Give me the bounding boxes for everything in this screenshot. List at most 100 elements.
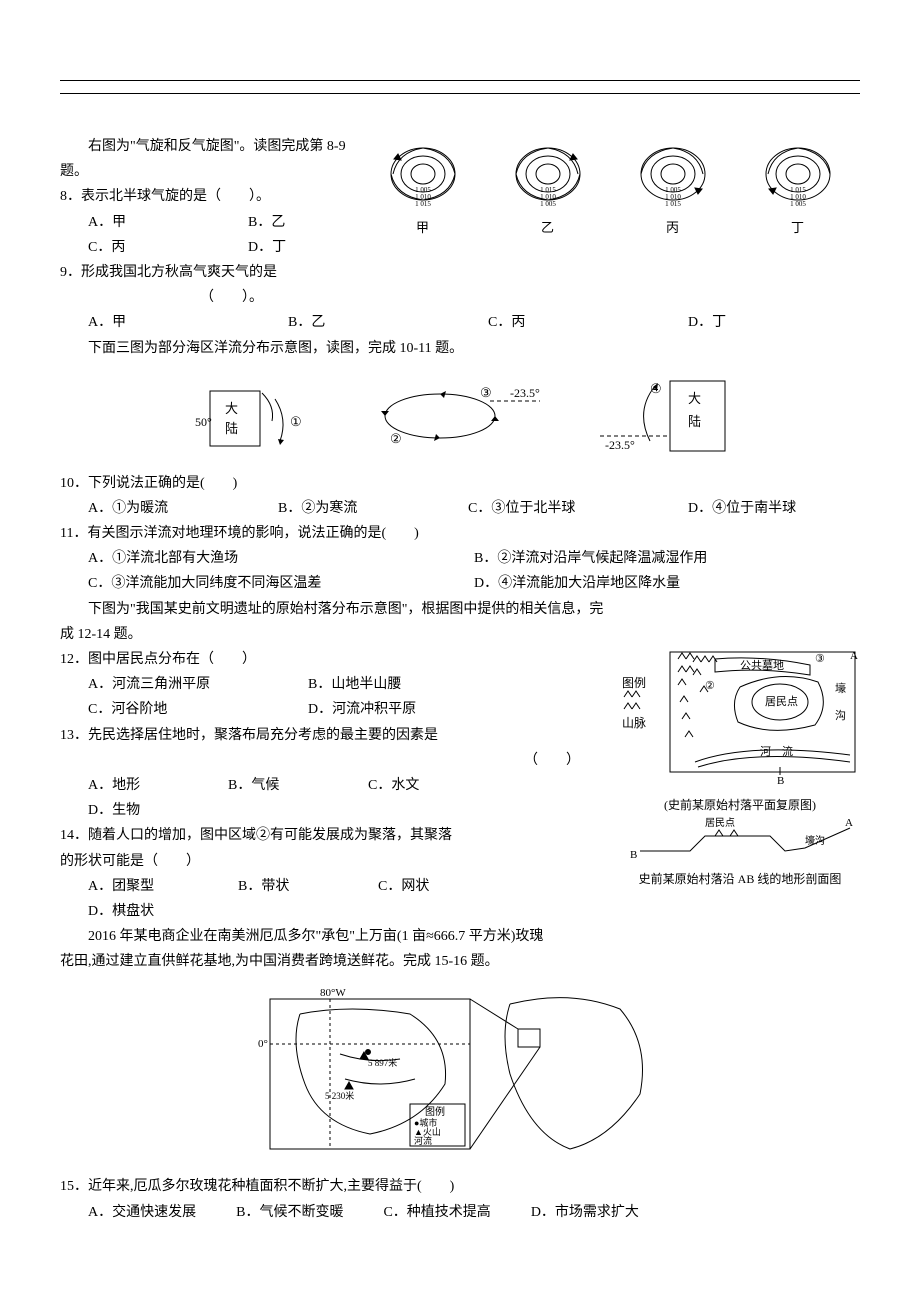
q8-stem: 8．表示北半球气旋的是（ ）。 <box>60 184 360 209</box>
plan-ditch-r2: 沟 <box>835 709 846 722</box>
q89-row: 右图为"气旋和反气旋图"。读图完成第 8-9 题。 8．表示北半球气旋的是（ ）… <box>60 134 860 310</box>
land3b: 陆 <box>688 414 701 429</box>
q8-opt-b: B．乙 <box>248 210 285 235</box>
intro-89: 右图为"气旋和反气旋图"。读图完成第 8-9 题。 <box>60 134 360 184</box>
q13-stem: 13．先民选择居住地时，聚落布局充分考虑的最主要的因素是 <box>60 723 600 748</box>
land1b: 陆 <box>225 421 238 436</box>
lon: 80°W <box>320 987 346 999</box>
p3: 1 015 <box>665 200 681 208</box>
q8-opt-c: C．丙 <box>88 235 208 260</box>
marker1: ① <box>290 414 302 429</box>
land3a: 大 <box>688 391 701 406</box>
q10-c: C．③位于北半球 <box>468 496 648 521</box>
q12-a: A．河流三角洲平原 <box>88 672 268 697</box>
q10-a: A．①为暖流 <box>88 496 238 521</box>
p3: 1 005 <box>540 200 556 208</box>
legend-title: 图例 <box>425 1105 445 1118</box>
plan-caption: (史前某原始村落平面复原图) <box>620 795 860 817</box>
plan-cemetery: 公共墓地 <box>740 659 784 672</box>
q9-d: D．丁 <box>688 310 726 335</box>
cyclone-svg-1: 1 005 1 010 1 015 <box>378 134 468 214</box>
q8-options: A．甲 B．乙 <box>60 210 360 235</box>
q89-text: 右图为"气旋和反气旋图"。读图完成第 8-9 题。 8．表示北半球气旋的是（ ）… <box>60 134 360 310</box>
village-profile-svg: B A 居民点 壕沟 <box>620 816 860 861</box>
plan-ditch-r: 壕 <box>835 681 846 695</box>
lat0: 0° <box>258 1038 268 1050</box>
profile-ditch: 壕沟 <box>805 834 825 847</box>
q14-stem: 14．随着人口的增加，图中区域②有可能发展成为聚落，其聚落 <box>60 823 600 848</box>
village-figure: A B 公共墓地 居民点 壕 沟 河 流 ② ③ 图例 山脉 (史前某原始村落平… <box>620 647 860 924</box>
peak2: 5 230米 <box>325 1090 354 1101</box>
label-yi: 乙 <box>541 216 554 239</box>
cyclone-diagrams: 1 005 1 010 1 015 甲 1 015 1 010 1 005 <box>360 134 860 310</box>
label-ding: 丁 <box>791 216 804 239</box>
land1a: 大 <box>225 401 238 416</box>
q15-stem: 15．近年来,厄瓜多尔玫瑰花种植面积不断扩大,主要得益于( ) <box>60 1174 860 1199</box>
cyclone-svg-2: 1 015 1 010 1 005 <box>503 134 593 214</box>
q8-options-2: C．丙 D．丁 <box>60 235 360 260</box>
q15-a: A．交通快速发展 <box>88 1200 196 1225</box>
q10-d: D．④位于南半球 <box>688 496 796 521</box>
q10-options: A．①为暖流 B．②为寒流 C．③位于北半球 D．④位于南半球 <box>60 496 860 521</box>
q12-b: B．山地半山腰 <box>308 672 401 697</box>
plan-river: 河 流 <box>760 744 793 758</box>
lat1: 50° <box>195 415 212 429</box>
q9-stem: 9．形成我国北方秋高气爽天气的是 <box>60 260 360 285</box>
plan-m2: ② <box>705 680 715 692</box>
q14-options: A．团聚型 B．带状 C．网状 D．棋盘状 <box>60 874 600 924</box>
ocean-1: 50° 大 陆 ① <box>180 371 330 461</box>
label-jia: 甲 <box>416 216 429 239</box>
legend-i3: 河流 <box>414 1135 432 1146</box>
legend-mountain: 山脉 <box>622 715 646 730</box>
q11-a: A．①洋流北部有大渔场 <box>88 546 474 571</box>
q11-options: A．①洋流北部有大渔场 B．②洋流对沿岸气候起降温减湿作用 C．③洋流能加大同纬… <box>60 546 860 596</box>
q14-stem2: 的形状可能是（ ） <box>60 849 600 874</box>
q10-b: B．②为寒流 <box>278 496 428 521</box>
plan-B: B <box>777 775 784 787</box>
q14-b: B．带状 <box>238 874 338 899</box>
q12-options-2: C．河谷阶地 D．河流冲积平原 <box>60 697 600 722</box>
intro-1011: 下面三图为部分海区洋流分布示意图，读图，完成 10-11 题。 <box>60 336 860 361</box>
marker2: ② <box>390 431 402 446</box>
q13-options: A．地形 B．气候 C．水文 D．生物 <box>60 773 600 823</box>
peak1: 5 897米 <box>368 1057 397 1068</box>
profile-caption: 史前某原始村落沿 AB 线的地形剖面图 <box>620 869 860 891</box>
profile-res: 居民点 <box>705 817 735 829</box>
lat3: -23.5° <box>605 438 635 452</box>
lat2: -23.5° <box>510 386 540 400</box>
q10-stem: 10．下列说法正确的是( ) <box>60 471 860 496</box>
ecuador-map-row: 80°W 0° 5 897米 5 230米 图例 ●城市 ▲火山 河流 <box>60 984 860 1164</box>
marker4: ④ <box>650 381 662 396</box>
q9-paren: （ ）。 <box>60 285 360 310</box>
q14-d: D．棋盘状 <box>88 899 154 924</box>
marker3: ③ <box>480 385 492 400</box>
q1214-row: 12．图中居民点分布在（ ） A．河流三角洲平原 B．山地半山腰 C．河谷阶地 … <box>60 647 860 924</box>
q14-c: C．网状 <box>378 874 478 899</box>
q11-c: C．③洋流能加大同纬度不同海区温差 <box>88 571 474 596</box>
exam-content: 右图为"气旋和反气旋图"。读图完成第 8-9 题。 8．表示北半球气旋的是（ ）… <box>60 94 860 1225</box>
cyclone-bing: 1 005 1 010 1 015 丙 <box>628 134 718 310</box>
q13-a: A．地形 <box>88 773 188 798</box>
p3: 1 015 <box>415 200 431 208</box>
plan-residence: 居民点 <box>765 695 798 708</box>
q9-b: B．乙 <box>288 310 448 335</box>
ecuador-svg: 80°W 0° 5 897米 5 230米 图例 ●城市 ▲火山 河流 <box>250 984 670 1164</box>
q12-d: D．河流冲积平原 <box>308 697 416 722</box>
q11-stem: 11．有关图示洋流对地理环境的影响，说法正确的是( ) <box>60 521 860 546</box>
plan-m3: ③ <box>815 653 825 665</box>
q1214-text: 12．图中居民点分布在（ ） A．河流三角洲平原 B．山地半山腰 C．河谷阶地 … <box>60 647 600 924</box>
mountain-icons <box>678 653 717 737</box>
plan-A: A <box>850 650 858 662</box>
profile-B: B <box>630 849 637 861</box>
q12-stem: 12．图中居民点分布在（ ） <box>60 647 600 672</box>
intro-1214: 下图为"我国某史前文明遗址的原始村落分布示意图"，根据图中提供的相关信息，完 <box>60 597 860 622</box>
cyclone-svg-4: 1 015 1 010 1 005 <box>753 134 843 214</box>
q13-c: C．水文 <box>368 773 468 798</box>
q13-paren: （ ） <box>60 748 600 773</box>
ocean-3: -23.5° 大 陆 ④ <box>580 371 740 461</box>
q14-a: A．团聚型 <box>88 874 198 899</box>
q12-options: A．河流三角洲平原 B．山地半山腰 <box>60 672 600 697</box>
profile-A: A <box>845 817 853 829</box>
q15-d: D．市场需求扩大 <box>531 1200 639 1225</box>
intro-1214b: 成 12-14 题。 <box>60 622 860 647</box>
